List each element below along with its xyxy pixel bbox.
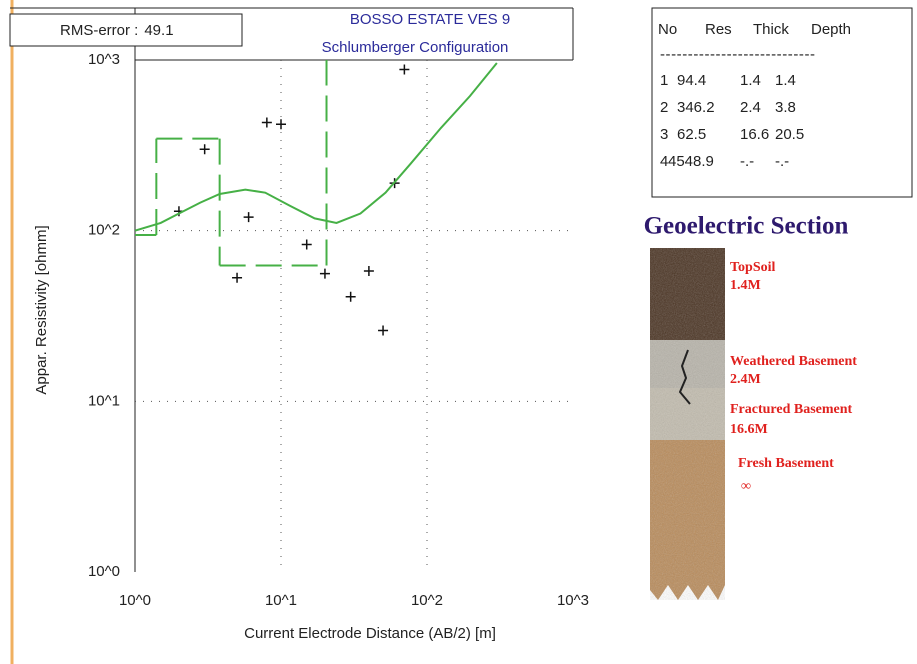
column-header: Thick [753,21,789,38]
table-cell: 1.4 [775,72,796,89]
y-tick-label: 10^1 [88,392,120,409]
layer-thickness: ∞ [741,479,751,494]
table-box [651,7,913,198]
data-point [261,117,272,128]
table-cell: -.- [775,153,789,170]
chart-title: BOSSO ESTATE VES 9 [350,11,510,28]
table-cell: 16.6 [740,126,769,143]
table-cell: 2 [660,99,668,116]
data-point [301,239,312,250]
y-tick-label: 10^3 [88,51,120,68]
rms-value: 49.1 [144,22,173,39]
table-cell: 2.4 [740,99,761,116]
y-axis-label: Appar. Resistivity [ohmm] [33,225,50,394]
column-header: Depth [811,21,851,38]
layer-name: TopSoil [730,260,776,275]
data-point [232,272,243,283]
table-cell: 94.4 [677,72,706,89]
layer-thickness: 16.6M [730,422,768,437]
table-cell: 4 [660,153,668,170]
table-cell: 1 [660,72,668,89]
plot-area [135,60,498,336]
table-cell: 346.2 [677,99,715,116]
model-curve [135,62,498,232]
table-cell: 20.5 [775,126,804,143]
separator: ---------------------------- [660,46,815,63]
texture [650,248,725,600]
column-header: Res [705,21,732,38]
data-point [345,291,356,302]
table-cell: 4548.9 [668,153,714,170]
layer-name: Fractured Basement [730,402,853,417]
data-point [319,268,330,279]
rms-label: RMS-error : [60,22,138,39]
data-point [199,144,210,155]
y-tick-label: 10^0 [88,563,120,580]
rms: RMS-error : 49.1 [60,22,174,39]
x-tick-label: 10^0 [119,592,151,609]
layer-name: Weathered Basement [730,354,857,369]
data-point [363,266,374,277]
chart-subtitle: Schlumberger Configuration [322,39,509,56]
y-tick-label: 10^2 [88,222,120,239]
table-cell: 1.4 [740,72,761,89]
chart: RMS-error : 49.1 BOSSO ESTATE VES 9 Schlu… [9,7,589,642]
data-point [399,64,410,75]
fracture [678,349,691,405]
geoelectric-section: Geoelectric Section TopSoil 1.4M Weathered… [644,213,857,600]
column-header: No [658,21,677,38]
layer-thickness: 2.4M [730,372,761,387]
data-point [276,119,286,130]
x-tick-label: 10^2 [411,592,443,609]
x-tick-label: 10^3 [557,592,589,609]
rms-box [9,13,243,47]
table-cell: 3.8 [775,99,796,116]
model-table: No Res Thick Depth -------------------------… [651,7,913,198]
data-point [243,212,254,223]
x-tick-label: 10^1 [265,592,297,609]
layer-thickness: 1.4M [730,278,761,293]
data-point [378,325,389,336]
layer-name: Fresh Basement [738,456,834,471]
table-cell: 62.5 [677,126,706,143]
section-title: Geoelectric Section [644,213,849,240]
x-axis-label: Current Electrode Distance (AB/2) [m] [244,625,496,642]
table-cell: -.- [740,153,754,170]
table-cell: 3 [660,126,668,143]
